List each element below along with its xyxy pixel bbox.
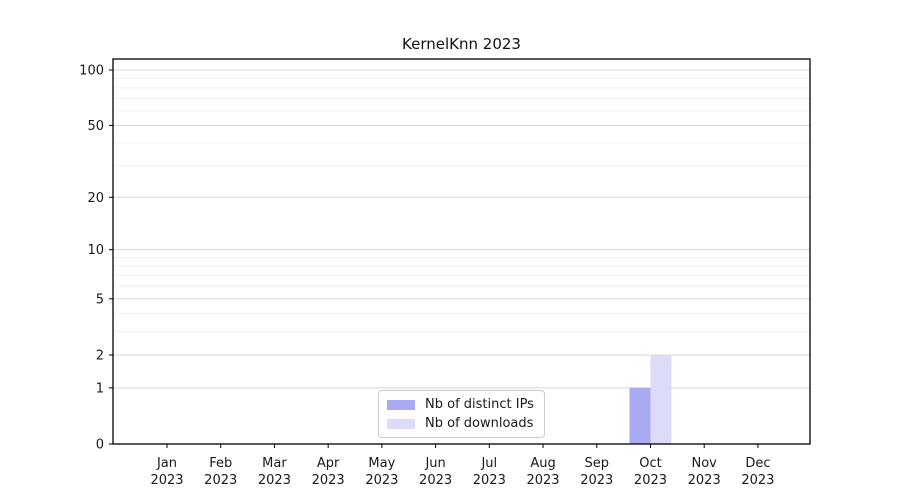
y-tick-label: 10 xyxy=(87,243,104,258)
x-tick-label-year: 2023 xyxy=(258,473,291,488)
legend: Nb of distinct IPs Nb of downloads xyxy=(378,390,545,438)
plot-border xyxy=(112,58,811,445)
x-tick-label-month: Aug xyxy=(530,456,555,471)
y-tick-label: 50 xyxy=(87,119,104,134)
y-tick-label: 1 xyxy=(96,381,104,396)
x-tick-label-year: 2023 xyxy=(526,473,559,488)
x-tick-label-year: 2023 xyxy=(473,473,506,488)
legend-swatch-distinct-ips xyxy=(387,399,415,410)
bar-nb-of-distinct-ips-oct xyxy=(629,387,651,444)
y-tick-label: 100 xyxy=(79,64,104,79)
x-tick-label-year: 2023 xyxy=(365,473,398,488)
x-tick-label-year: 2023 xyxy=(312,473,345,488)
x-tick-label-year: 2023 xyxy=(419,473,452,488)
x-tick-label-month: Feb xyxy=(209,456,232,471)
x-tick-label-month: Dec xyxy=(745,456,770,471)
legend-label-distinct-ips: Nb of distinct IPs xyxy=(425,397,534,412)
legend-swatch-downloads xyxy=(387,418,415,429)
x-tick-label-month: May xyxy=(368,456,395,471)
x-tick-label-month: Sep xyxy=(585,456,610,471)
x-tick-label-month: Mar xyxy=(262,456,287,471)
x-tick-label-year: 2023 xyxy=(741,473,774,488)
legend-label-downloads: Nb of downloads xyxy=(425,416,534,431)
legend-entry-downloads: Nb of downloads xyxy=(387,416,534,431)
y-tick-label: 20 xyxy=(87,191,104,206)
x-tick-label-year: 2023 xyxy=(634,473,667,488)
y-tick-label: 2 xyxy=(96,348,104,363)
x-tick-label-month: Jan xyxy=(156,456,177,471)
x-tick-label-month: Jun xyxy=(424,456,445,471)
bar-nb-of-downloads-oct xyxy=(650,354,672,444)
x-tick-label-year: 2023 xyxy=(150,473,183,488)
legend-entry-distinct-ips: Nb of distinct IPs xyxy=(387,397,534,412)
x-tick-label-month: Apr xyxy=(317,456,340,471)
x-tick-label-year: 2023 xyxy=(580,473,613,488)
x-tick-label-year: 2023 xyxy=(204,473,237,488)
chart-title: KernelKnn 2023 xyxy=(402,35,521,53)
x-tick-label-month: Nov xyxy=(692,456,718,471)
x-tick-label-month: Oct xyxy=(639,456,661,471)
x-tick-label-year: 2023 xyxy=(688,473,721,488)
y-tick-label: 5 xyxy=(96,292,104,307)
x-tick-label-month: Jul xyxy=(480,456,497,471)
y-tick-label: 0 xyxy=(96,438,104,453)
